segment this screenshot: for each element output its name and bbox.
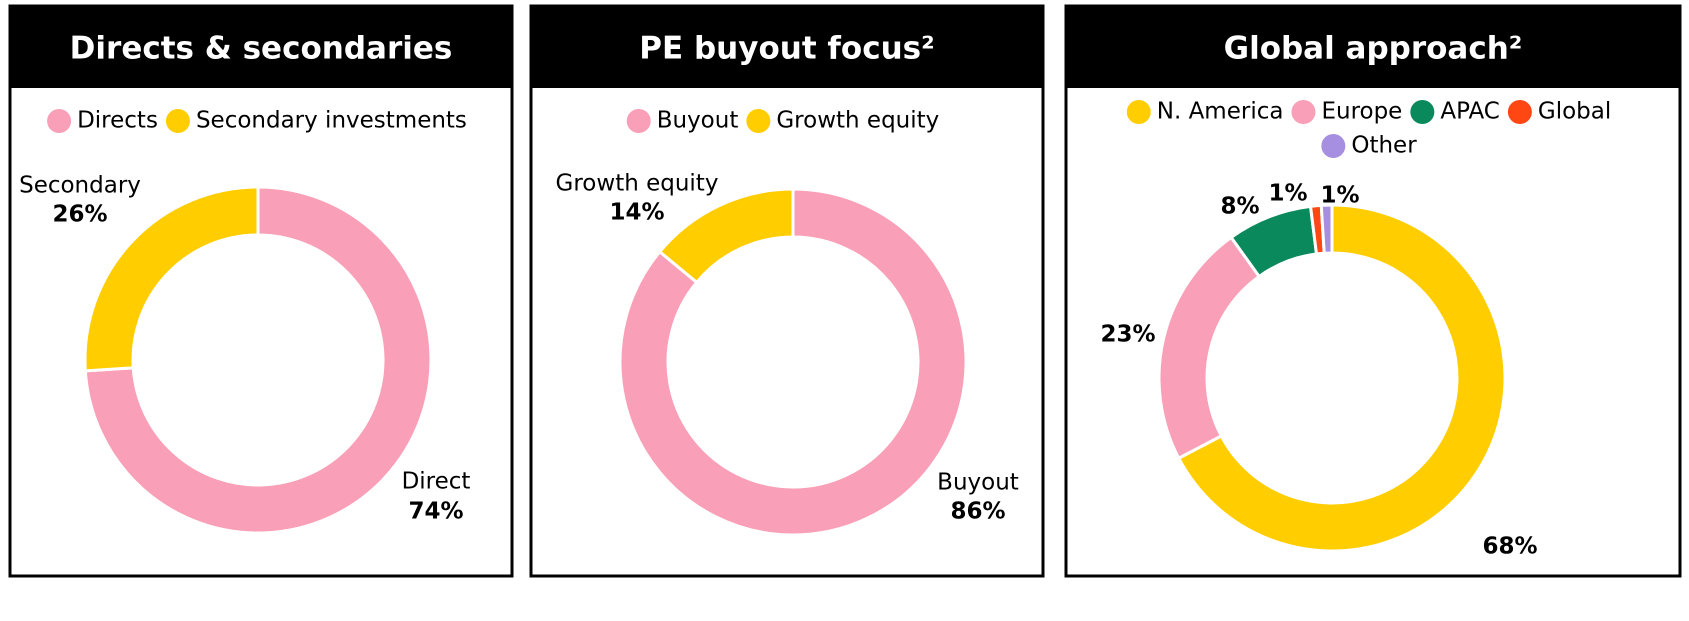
legend-swatch [1126,100,1151,124]
donut-slice [1176,203,1507,553]
legend-swatch [1321,134,1346,158]
legend-item: Growth equity [746,108,939,134]
legend-swatch [1507,100,1532,124]
slice-name: Direct [402,469,471,495]
slice-value: 68% [1482,534,1537,560]
slice-name: Growth equity [556,171,719,197]
panel-header [1066,6,1680,88]
slice-name: Secondary [19,173,141,199]
legend-label: APAC [1440,99,1500,125]
legend-item: Global [1507,99,1611,125]
legend-label: Other [1351,133,1417,159]
legend-item: Buyout [626,108,739,134]
legend-label: Global [1538,99,1611,125]
donut-slice [83,185,433,535]
donut-slice [83,185,260,373]
legend-item: Europe [1291,99,1402,125]
legend-swatch [1291,100,1316,124]
panel-header [10,6,512,88]
legend-item: N. America [1126,99,1284,125]
legend-swatch [47,109,72,133]
legend-item: APAC [1410,99,1500,125]
legend-label: Buyout [657,108,739,134]
legend-label: Secondary investments [196,108,467,134]
slice-value: 86% [950,499,1005,525]
legend-swatch [165,109,190,133]
donut-slice [1319,203,1334,255]
donut-slice [618,187,968,537]
slice-value: 23% [1100,322,1155,348]
legend-label: Europe [1321,99,1402,125]
legend-item: Other [1321,133,1417,159]
panel-title: PE buyout focus² [639,31,934,67]
slice-value: 14% [609,200,664,226]
slice-value: 74% [408,499,463,525]
panel [1064,4,1682,578]
legend-item: Directs [47,108,158,134]
legend-swatch [1410,100,1435,124]
legend-label: Growth equity [776,108,939,134]
legend-swatch [746,109,771,133]
slice-value: 8% [1220,194,1259,220]
slice-value: 1% [1320,183,1359,209]
legend-label: Directs [77,108,158,134]
legend-item: Secondary investments [165,108,467,134]
panel-title: Global approach² [1224,31,1523,67]
panel-header [531,6,1043,88]
legend-label: N. America [1157,99,1284,125]
panel [8,4,514,578]
slice-value: 1% [1268,181,1307,207]
legend-swatch [626,109,651,133]
slice-value: 26% [52,202,107,228]
slice-name: Buyout [937,470,1019,496]
panel-title: Directs & secondaries [70,31,453,67]
donut-slice [657,187,795,285]
